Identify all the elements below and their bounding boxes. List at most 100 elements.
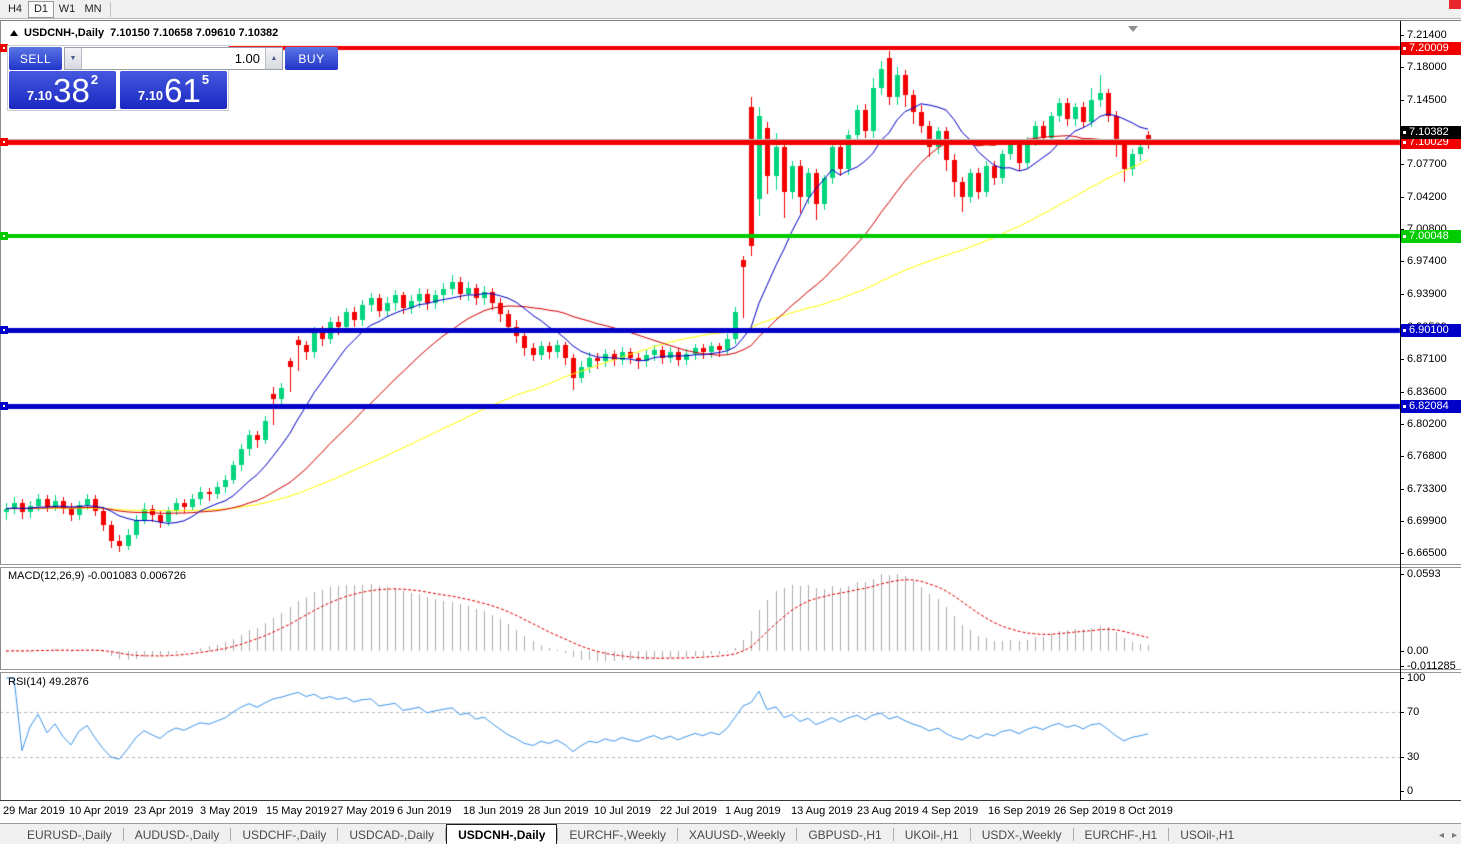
hline-anchor-marker[interactable] — [0, 326, 8, 335]
tab-separator — [1072, 828, 1074, 841]
tab-scroll-right-icon[interactable]: ▸ — [1451, 829, 1457, 841]
tab-separator — [892, 828, 894, 841]
chart-symbol-label: USDCNH-,Daily — [24, 27, 105, 39]
buy-price-box[interactable]: 7.10 61 5 — [120, 71, 227, 109]
chart-tab-usdcad-daily[interactable]: USDCAD-,Daily — [349, 827, 435, 842]
time-axis-label: 23 Aug 2019 — [857, 805, 919, 817]
time-axis-label: 28 Jun 2019 — [528, 805, 589, 817]
hline-anchor-marker[interactable] — [0, 232, 8, 241]
time-axis-label: 27 May 2019 — [331, 805, 395, 817]
tab-separator — [337, 828, 339, 841]
tab-scroll-left-icon[interactable]: ◂ — [1438, 829, 1444, 841]
price-axis-tick: 6.73300 — [1400, 483, 1447, 496]
price-axis-tick: 6.66500 — [1400, 547, 1447, 560]
timeframe-toolbar: H4 D1 W1 MN — [0, 0, 1461, 19]
sell-price-prefix: 7.10 — [26, 88, 53, 103]
time-axis-border — [0, 800, 1461, 801]
chart-tab-usdchf-daily[interactable]: USDCHF-,Daily — [242, 827, 327, 842]
one-click-collapse-icon[interactable] — [10, 30, 18, 36]
sell-button[interactable]: SELL — [9, 47, 62, 70]
window-left-border — [0, 21, 1, 801]
chart-tab-xauusd-weekly[interactable]: XAUUSD-,Weekly — [688, 827, 786, 842]
volume-spinner: ▼ ▲ — [64, 47, 283, 70]
buy-price-prefix: 7.10 — [137, 88, 164, 103]
macd-axis-tick: 0.00 — [1400, 645, 1428, 658]
rsi-axis-tick: 70 — [1400, 706, 1419, 719]
price-axis-tick: 7.07700 — [1400, 158, 1447, 171]
chart-tab-usoil-h1[interactable]: USOil-,H1 — [1180, 827, 1235, 842]
price-axis-tick: 6.76800 — [1400, 450, 1447, 463]
pane-splitter[interactable] — [0, 669, 1461, 673]
price-axis-tick: 6.93900 — [1400, 288, 1447, 301]
time-axis-label: 15 May 2019 — [266, 805, 330, 817]
time-axis-label: 13 Aug 2019 — [791, 805, 853, 817]
hline-price-badge: 6.90100 — [1401, 324, 1461, 338]
time-axis-label: 6 Jun 2019 — [397, 805, 452, 817]
macd-axis-tick: -0.011285 — [1400, 660, 1456, 673]
hline-anchor-marker[interactable] — [0, 138, 8, 147]
hline-price-badge: 7.10029 — [1401, 136, 1461, 150]
price-axis-tick: 7.18000 — [1400, 61, 1447, 74]
chart-tab-audusd-daily[interactable]: AUDUSD-,Daily — [134, 827, 220, 842]
sell-price-point: 2 — [90, 72, 99, 87]
hline-anchor-marker[interactable] — [0, 44, 8, 53]
volume-increase-button[interactable]: ▲ — [265, 48, 282, 69]
time-axis-label: 4 Sep 2019 — [922, 805, 979, 817]
time-axis-label: 10 Jul 2019 — [594, 805, 651, 817]
pane-splitter[interactable] — [0, 564, 1461, 568]
chart-tab-usdcnh-daily[interactable]: USDCNH-,Daily — [446, 824, 558, 844]
time-axis-label: 18 Jun 2019 — [463, 805, 524, 817]
chart-tab-eurusd-daily[interactable]: EURUSD-,Daily — [27, 827, 112, 842]
timeframe-button-w1[interactable]: W1 — [58, 3, 76, 15]
price-axis-tick: 6.80200 — [1400, 418, 1447, 431]
time-axis-label: 16 Sep 2019 — [988, 805, 1051, 817]
price-chart-canvas[interactable] — [0, 21, 1461, 801]
rsi-axis-tick: 0 — [1400, 785, 1413, 798]
price-axis-tick: 6.69900 — [1400, 515, 1447, 528]
window-corner-red-mark — [1449, 0, 1461, 9]
sell-price-box[interactable]: 7.10 38 2 — [9, 71, 116, 109]
chart-tab-bar: EURUSD-,Daily AUDUSD-,Daily USDCHF-,Daily U… — [0, 823, 1461, 844]
time-axis-label: 22 Jul 2019 — [660, 805, 717, 817]
rsi-axis-tick: 30 — [1400, 751, 1419, 764]
chart-tab-usdx-weekly[interactable]: USDX-,Weekly — [981, 827, 1062, 842]
tab-separator — [1168, 828, 1170, 841]
tab-separator — [557, 828, 559, 841]
chart-tab-eurchf-h1[interactable]: EURCHF-,H1 — [1084, 827, 1158, 842]
rsi-indicator-label: RSI(14) 49.2876 — [8, 676, 89, 688]
chart-tab-gbpusd-h1[interactable]: GBPUSD-,H1 — [808, 827, 882, 842]
hline-price-badge: 6.82084 — [1401, 399, 1461, 413]
tab-separator — [230, 828, 232, 841]
sell-price-pips: 38 — [53, 72, 90, 109]
one-click-trading-panel: SELL ▼ ▲ BUY 7.10 38 2 7.10 61 5 — [7, 45, 338, 111]
panel-collapse-arrow-icon[interactable] — [1128, 26, 1138, 32]
time-axis[interactable]: 29 Mar 2019 10 Apr 2019 23 Apr 2019 3 May 2… — [0, 801, 1461, 822]
timeframe-button-d1[interactable]: D1 — [28, 0, 54, 18]
time-axis-label: 26 Sep 2019 — [1054, 805, 1117, 817]
hline-anchor-marker[interactable] — [0, 401, 8, 410]
volume-decrease-button[interactable]: ▼ — [65, 48, 82, 69]
buy-price-point: 5 — [201, 72, 210, 87]
buy-price-pips: 61 — [164, 72, 201, 109]
time-axis-label: 3 May 2019 — [200, 805, 258, 817]
time-axis-label: 8 Oct 2019 — [1119, 805, 1173, 817]
timeframe-button-h4[interactable]: H4 — [7, 3, 23, 15]
time-axis-label: 1 Aug 2019 — [725, 805, 781, 817]
tab-separator — [676, 828, 678, 841]
price-axis-tick: 6.83600 — [1400, 386, 1447, 399]
chart-tab-ukoil-h1[interactable]: UKOil-,H1 — [904, 827, 959, 842]
price-axis-tick: 7.14500 — [1400, 94, 1447, 107]
timeframe-button-mn[interactable]: MN — [84, 3, 102, 15]
buy-button[interactable]: BUY — [285, 47, 338, 70]
current-price-badge: 7.10382 — [1401, 125, 1461, 139]
price-axis-border — [1400, 21, 1401, 801]
price-axis[interactable]: 7.214007.180007.145007.111007.077007.042… — [1400, 21, 1461, 801]
time-axis-label: 29 Mar 2019 — [3, 805, 65, 817]
price-axis-tick: 7.21400 — [1400, 29, 1447, 42]
chart-title: USDCNH-,Daily 7.10150 7.10658 7.09610 7.… — [10, 27, 278, 39]
tab-separator — [445, 828, 447, 841]
chart-tab-eurchf-weekly[interactable]: EURCHF-,Weekly — [569, 827, 666, 842]
volume-input[interactable] — [82, 48, 265, 69]
rsi-axis-tick: 100 — [1400, 672, 1425, 685]
